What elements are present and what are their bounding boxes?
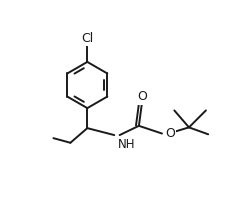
Text: O: O (137, 90, 147, 103)
Text: NH: NH (118, 138, 135, 151)
Text: Cl: Cl (81, 32, 94, 45)
Text: O: O (165, 127, 175, 140)
